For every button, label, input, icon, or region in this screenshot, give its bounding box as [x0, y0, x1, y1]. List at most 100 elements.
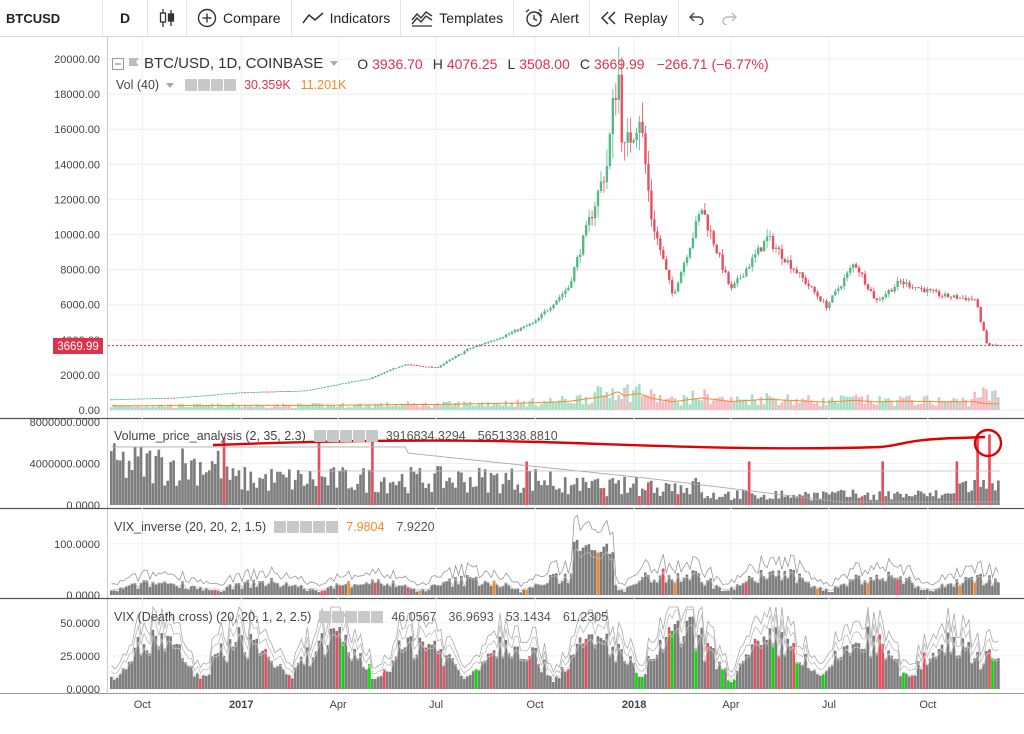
- vixdc-bar: [255, 638, 259, 689]
- vpa-bar: [976, 434, 979, 505]
- candle-body: [587, 217, 591, 226]
- vixdc-bar: [466, 676, 469, 689]
- vixinv-bar: [145, 580, 149, 595]
- vpa-bar: [270, 469, 273, 505]
- vixdc-bar: [210, 656, 214, 689]
- study-controls[interactable]: [185, 79, 237, 91]
- vixdc-bar: [388, 671, 392, 689]
- vixinv-bar: [436, 585, 439, 595]
- vpa-bar: [836, 491, 840, 505]
- volume-bar: [620, 398, 623, 410]
- gear-icon: [332, 611, 345, 623]
- vixinv-bar: [854, 574, 858, 595]
- volume-bar: [869, 401, 873, 410]
- undo-icon: [688, 12, 704, 25]
- vixdc-bar: [649, 659, 653, 689]
- vixinv-bar: [869, 577, 873, 595]
- candle-body: [715, 244, 718, 254]
- volume-bar: [400, 403, 404, 410]
- vpa-bar: [783, 496, 787, 505]
- chart-type-button[interactable]: [148, 0, 187, 36]
- vixinv-bar: [483, 580, 487, 595]
- vixinv-bar: [127, 585, 131, 595]
- volume-bar: [964, 400, 967, 410]
- candle-body: [694, 221, 698, 238]
- alert-button[interactable]: Alert: [514, 0, 590, 36]
- vixdc-title[interactable]: VIX (Death cross) (20, 20, 1, 2, 2.5): [114, 610, 312, 624]
- volume-bar: [991, 391, 994, 410]
- volume-bar: [276, 404, 279, 410]
- vixdc-bar: [919, 669, 923, 689]
- vpa-bar: [403, 487, 407, 505]
- vpa-bar: [445, 481, 448, 505]
- volume-bar: [632, 390, 635, 410]
- vixinv-bar: [314, 590, 318, 595]
- vixdc-bar: [335, 631, 339, 689]
- vpa-bar: [169, 462, 172, 505]
- vixinv-bar: [305, 590, 309, 595]
- replay-button[interactable]: Replay: [590, 0, 679, 36]
- candle-body: [964, 298, 968, 301]
- vpa-bar: [196, 485, 199, 505]
- candle-body: [623, 142, 626, 144]
- low-value: 3508.00: [519, 55, 570, 72]
- vixinv-title[interactable]: VIX_inverse (20, 20, 2, 1.5): [114, 520, 267, 534]
- candle-body: [884, 294, 887, 298]
- vixdc-bar: [881, 644, 884, 689]
- candle-body: [365, 379, 368, 381]
- vixinv-bar: [741, 582, 745, 595]
- vixinv-bar: [264, 586, 267, 595]
- candle-body: [122, 399, 125, 400]
- vixinv-bar: [124, 586, 128, 595]
- vpa-bar: [679, 485, 683, 505]
- volume-bar: [504, 400, 508, 410]
- vixinv-bar: [466, 575, 469, 595]
- templates-button[interactable]: Templates: [401, 0, 515, 36]
- candle-body: [217, 394, 220, 395]
- chevron-down-icon[interactable]: [330, 61, 339, 66]
- vixinv-bar: [685, 574, 689, 595]
- candle-body: [504, 334, 508, 338]
- indicators-button[interactable]: Indicators: [292, 0, 402, 36]
- vixinv-bar: [193, 586, 196, 595]
- candle-body: [421, 366, 425, 367]
- volume-title[interactable]: Vol (40): [116, 78, 160, 92]
- volume-bar: [442, 401, 445, 410]
- undo-button[interactable]: [679, 0, 713, 36]
- study-controls[interactable]: [313, 430, 378, 442]
- vpa-bar: [655, 487, 659, 505]
- vixdc-bar: [928, 658, 932, 689]
- gear-icon: [326, 430, 339, 442]
- vixdc-bar: [501, 656, 505, 689]
- vpa-bar: [730, 499, 733, 505]
- candle-body: [946, 293, 950, 298]
- chevron-down-icon[interactable]: [166, 82, 175, 88]
- vixinv-bar: [454, 577, 457, 595]
- candle-body: [887, 290, 890, 295]
- annotation-drawing[interactable]: [212, 428, 1003, 458]
- vixdc-bar: [379, 676, 383, 689]
- study-controls[interactable]: [319, 611, 384, 623]
- vixinv-bar: [641, 577, 644, 595]
- vpa-bar: [649, 480, 653, 505]
- candle-body: [988, 343, 991, 346]
- volume-bar: [905, 396, 908, 410]
- redo-button[interactable]: [713, 0, 747, 36]
- symbol-search[interactable]: BTCUSD: [0, 0, 103, 36]
- compare-button[interactable]: Compare: [187, 0, 292, 36]
- study-controls[interactable]: [274, 521, 339, 533]
- collapse-icon[interactable]: [112, 57, 124, 70]
- vpa-bar: [261, 478, 264, 505]
- vpa-title[interactable]: Volume_price_analysis (2, 35, 2.3): [114, 429, 306, 443]
- vpa-bar: [949, 493, 953, 505]
- main-title[interactable]: BTC/USD, 1D, COINBASE: [144, 55, 324, 72]
- vixinv-bar: [279, 587, 282, 595]
- vpa-bar: [955, 461, 959, 505]
- chart-area[interactable]: 20000.00 18000.00 16000.00 14000.00 12000.00…: [0, 37, 1024, 729]
- candle-body: [765, 236, 769, 242]
- interval-button[interactable]: D: [103, 0, 148, 36]
- vpa-bar: [750, 493, 754, 505]
- vixdc-bar: [848, 652, 852, 689]
- candle-body: [685, 257, 689, 263]
- chart-canvas[interactable]: 20000.0018000.0016000.0014000.0012000.00…: [0, 37, 1024, 729]
